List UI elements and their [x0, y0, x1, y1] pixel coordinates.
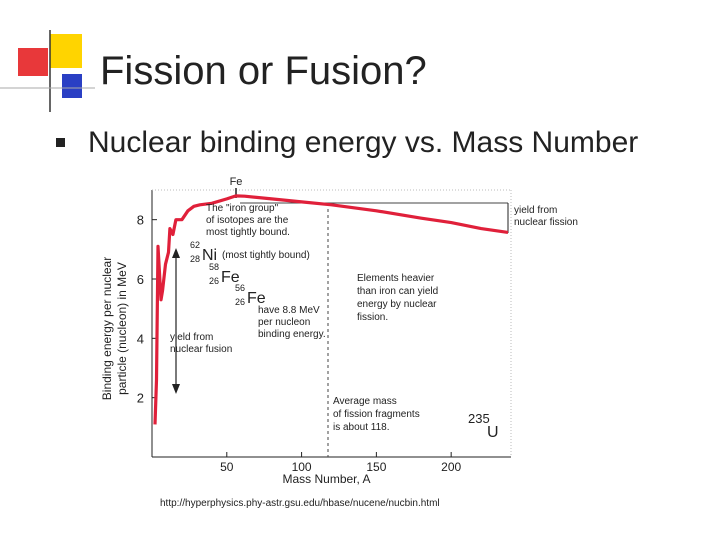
y-axis-label: particle (nucleon) in MeV	[115, 262, 129, 395]
annotation: yield from	[170, 332, 213, 343]
x-tick-label: 200	[441, 460, 461, 474]
annotation: of fission fragments	[333, 409, 420, 420]
annotation: energy by nuclear	[357, 299, 437, 310]
arrow-head	[172, 248, 180, 258]
annotation: nuclear fusion	[170, 344, 232, 355]
y-axis-label: Binding energy per nuclear	[100, 257, 114, 400]
annotation: 62	[190, 240, 200, 250]
y-tick-label: 2	[137, 391, 144, 406]
annotation: U	[487, 424, 499, 441]
annotation: 58	[209, 262, 219, 272]
annotation: of isotopes are the	[206, 215, 289, 226]
bullet-text: Nuclear binding energy vs. Mass Number	[88, 126, 638, 159]
slide-title: Fission or Fusion?	[100, 49, 427, 93]
x-tick-label: 150	[366, 460, 386, 474]
annotation: The "iron group"	[206, 203, 279, 214]
bullet-marker	[56, 138, 65, 147]
annotation: Fe	[230, 176, 243, 188]
annotation: 235	[468, 411, 490, 426]
annotation: per nucleon	[258, 317, 310, 328]
arrow-head	[172, 384, 180, 394]
annotation: 28	[190, 254, 200, 264]
annotation: (most tightly bound)	[222, 250, 310, 261]
x-axis-label: Mass Number, A	[282, 472, 370, 486]
annotation: 26	[235, 297, 245, 307]
annotation: Elements heavier	[357, 273, 435, 284]
annotation: Fe	[247, 290, 266, 307]
deco-blue	[62, 74, 82, 98]
annotation: 56	[235, 283, 245, 293]
annotation: 26	[209, 276, 219, 286]
annotation: nuclear fission	[514, 217, 578, 228]
annotation: most tightly bound.	[206, 227, 290, 238]
annotation: binding energy.	[258, 329, 326, 340]
annotation: have 8.8 MeV	[258, 305, 320, 316]
deco-red	[18, 48, 48, 76]
annotation: Fe	[221, 269, 240, 286]
annotation: Ni	[202, 247, 217, 264]
annotation: Average mass	[333, 396, 397, 407]
deco-yellow	[50, 34, 82, 68]
binding-energy-curve	[153, 194, 509, 425]
y-tick-label: 8	[137, 213, 144, 228]
annotation: is about 118.	[333, 422, 390, 433]
y-tick-label: 6	[137, 272, 144, 287]
annotation: yield from	[514, 205, 557, 216]
x-tick-label: 50	[220, 460, 234, 474]
annotation: fission.	[357, 312, 388, 323]
y-tick-label: 4	[137, 331, 144, 346]
source-url: http://hyperphysics.phy-astr.gsu.edu/hba…	[160, 498, 440, 509]
annotation: than iron can yield	[357, 286, 438, 297]
x-tick-label: 100	[292, 460, 312, 474]
chart: 2 4 6 8 50 100 150 200 Mass Number, A Binding ene…	[100, 176, 578, 486]
